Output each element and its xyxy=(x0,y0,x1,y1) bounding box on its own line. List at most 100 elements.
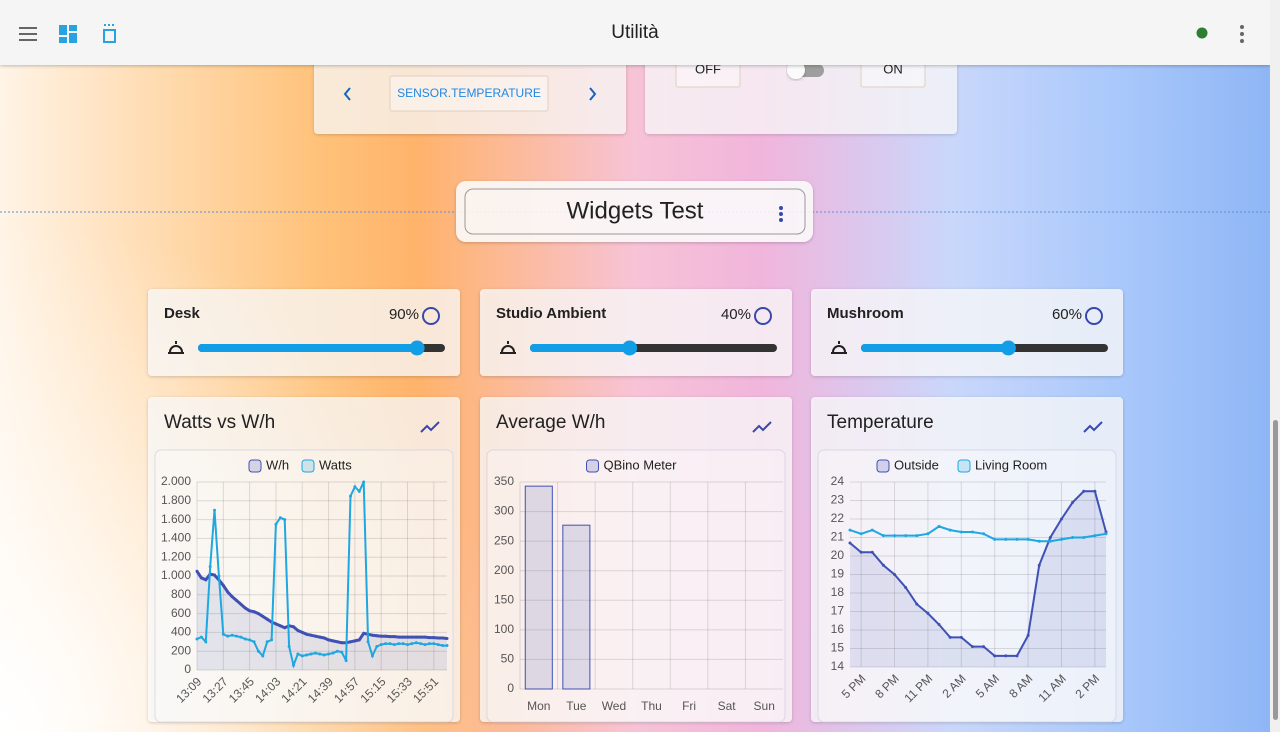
y-tick-label: 1.600 xyxy=(161,512,191,526)
point xyxy=(445,644,449,648)
point xyxy=(401,635,405,639)
chart-icon xyxy=(752,421,772,433)
point xyxy=(881,534,885,538)
point xyxy=(252,610,256,614)
point xyxy=(226,634,230,638)
point xyxy=(204,578,208,582)
bar xyxy=(562,524,591,690)
bulb-icon xyxy=(168,341,184,354)
area xyxy=(850,491,1106,667)
edit-icon[interactable] xyxy=(103,24,116,43)
point xyxy=(199,635,203,639)
point xyxy=(1093,534,1097,538)
point xyxy=(1104,532,1108,536)
point xyxy=(859,550,863,554)
prev-button[interactable] xyxy=(343,87,351,101)
point xyxy=(915,534,919,538)
point xyxy=(243,606,247,610)
light-icon xyxy=(1085,307,1103,325)
point xyxy=(1004,537,1008,541)
menu-icon[interactable] xyxy=(19,27,37,41)
overflow-menu[interactable] xyxy=(1240,25,1244,43)
header xyxy=(0,0,1270,65)
y-tick-label: 400 xyxy=(171,625,191,639)
chart-frame xyxy=(817,449,1117,723)
point xyxy=(353,639,357,643)
point xyxy=(322,653,326,657)
point xyxy=(848,541,852,545)
point xyxy=(204,640,208,644)
point xyxy=(278,516,282,520)
legend-swatch xyxy=(876,459,890,473)
section-menu[interactable] xyxy=(779,206,783,222)
point xyxy=(432,642,436,646)
line xyxy=(849,525,1107,543)
point xyxy=(423,643,427,647)
card xyxy=(148,397,460,722)
legend-swatch xyxy=(248,459,262,473)
line xyxy=(196,481,447,669)
entity-button[interactable] xyxy=(389,75,549,112)
point xyxy=(221,632,225,636)
card xyxy=(480,397,792,722)
legend-label: Watts xyxy=(319,457,352,472)
point xyxy=(366,640,370,644)
point xyxy=(1048,536,1052,539)
point xyxy=(226,590,230,594)
slider-thumb[interactable] xyxy=(409,340,425,356)
point xyxy=(1015,654,1019,658)
light-value: 60% xyxy=(1052,306,1082,323)
point xyxy=(234,598,238,602)
point xyxy=(370,654,374,658)
point xyxy=(427,636,431,640)
point xyxy=(959,530,963,534)
y-tick-label: 150 xyxy=(494,592,514,606)
point xyxy=(234,634,238,638)
point xyxy=(1048,539,1052,543)
chart-frame xyxy=(154,449,454,723)
point xyxy=(265,640,269,644)
next-button[interactable] xyxy=(589,87,597,101)
scrollbar[interactable] xyxy=(1270,0,1280,732)
y-tick-label: 21 xyxy=(831,530,845,544)
light-icon xyxy=(422,307,440,325)
point xyxy=(283,626,287,630)
point xyxy=(1037,539,1041,543)
point xyxy=(375,634,379,638)
point xyxy=(357,638,361,642)
point xyxy=(274,522,278,526)
point xyxy=(243,637,247,641)
light-name: Studio Ambient xyxy=(496,305,606,322)
point xyxy=(331,651,335,655)
chart-icon xyxy=(1083,421,1103,433)
legend-swatch xyxy=(957,459,971,473)
point xyxy=(199,576,203,580)
point xyxy=(239,602,243,606)
y-tick-label: 1.400 xyxy=(161,531,191,545)
point xyxy=(1026,634,1030,638)
point xyxy=(414,635,418,639)
point xyxy=(859,532,863,536)
point xyxy=(848,528,852,532)
point xyxy=(982,645,986,649)
point xyxy=(300,654,304,658)
point xyxy=(296,629,300,633)
line xyxy=(849,490,1107,657)
slider-thumb[interactable] xyxy=(1000,340,1016,356)
entity-label: SENSOR.TEMPERATURE xyxy=(397,86,541,100)
y-tick-label: 1.200 xyxy=(161,549,191,563)
y-tick-label: 200 xyxy=(171,643,191,657)
slider-thumb[interactable] xyxy=(622,340,638,356)
point xyxy=(893,573,897,576)
point xyxy=(313,651,317,655)
y-tick-label: 0 xyxy=(507,681,514,695)
point xyxy=(291,625,295,629)
x-tick-label: Sat xyxy=(718,699,737,713)
dashboard-icon[interactable] xyxy=(59,25,77,43)
bulb-icon xyxy=(831,341,847,354)
point xyxy=(370,633,374,637)
point xyxy=(340,650,344,654)
point xyxy=(1071,536,1075,539)
bulb-icon xyxy=(500,341,516,354)
